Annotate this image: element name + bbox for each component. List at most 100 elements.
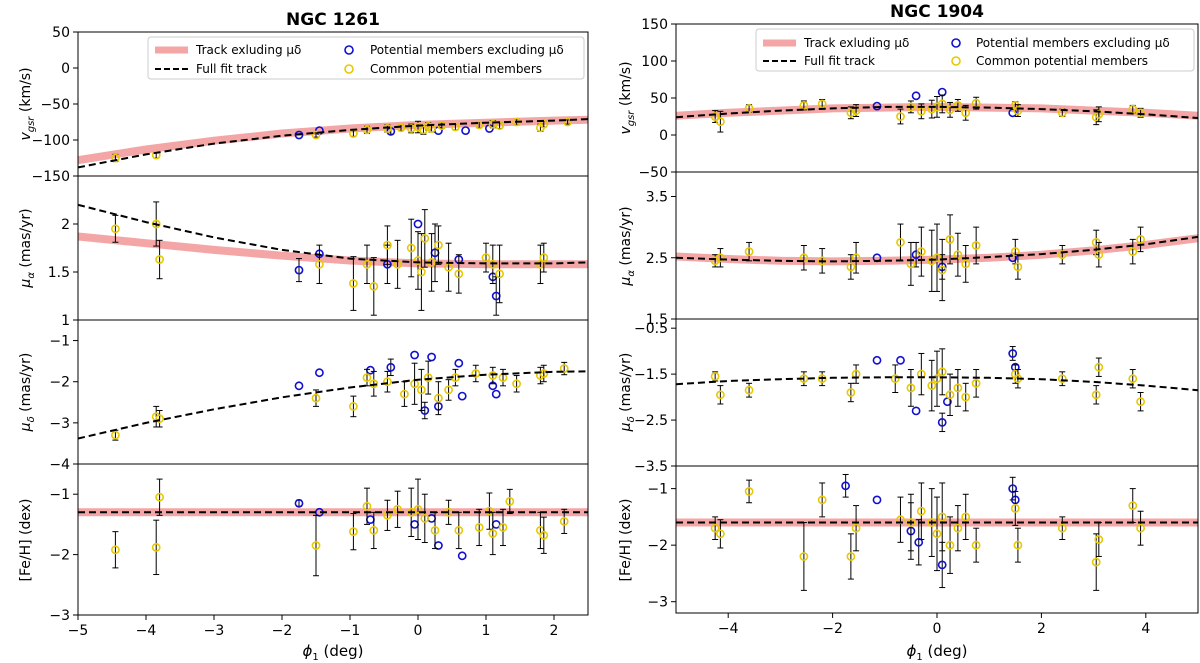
yellow-member-point [799, 552, 809, 561]
y-tick-label: −50 [40, 97, 70, 113]
x-tick-label: −3 [204, 623, 225, 639]
blue-member-point [410, 350, 419, 360]
blue-member-point [911, 91, 921, 101]
y-tick-label: 1.5 [48, 265, 70, 281]
blue-member-point [294, 381, 304, 391]
yellow-member-point [399, 389, 409, 399]
y-tick-label: −3 [49, 416, 70, 432]
blue-member-point [872, 355, 882, 365]
yellow-member-point [710, 523, 720, 533]
yellow-member-point [971, 241, 981, 250]
y-tick-label: −2.5 [634, 413, 668, 429]
yellow-member-point [369, 379, 379, 389]
y-tick-label: 1.5 [646, 312, 668, 328]
yellow-member-point [1057, 250, 1067, 260]
x-tick-label: 2 [550, 623, 559, 639]
yellow-member-point [454, 269, 464, 279]
yellow-member-point [916, 247, 926, 256]
yellow-member-point [539, 530, 549, 540]
yellow-member-point [846, 552, 856, 561]
blue-member-point [294, 130, 304, 140]
y-tick-label: 1 [61, 313, 70, 329]
yellow-member-point [1013, 106, 1023, 115]
yellow-member-point [799, 101, 809, 110]
legend-track-label: Track exluding μδ [803, 36, 909, 50]
track-excluding-mu-delta [78, 232, 588, 269]
yellow-member-point [454, 526, 464, 535]
yellow-member-point [474, 120, 484, 130]
y-tick-label: 100 [641, 54, 668, 70]
panel-frame [77, 463, 589, 616]
yellow-member-point [716, 529, 725, 539]
yellow-member-point [744, 486, 754, 496]
yellow-member-point [961, 392, 971, 402]
yellow-member-point [1010, 503, 1020, 513]
yellow-member-point [1136, 108, 1145, 118]
yellow-member-point [945, 540, 955, 550]
yellow-member-point [382, 377, 392, 387]
x-tick-label: 2 [1037, 621, 1046, 637]
yellow-member-point [474, 523, 484, 532]
yellow-member-point [1094, 362, 1104, 372]
yellow-member-point [817, 495, 827, 505]
yellow-member-point [416, 267, 426, 277]
y-tick-label: 0 [61, 61, 70, 77]
legend-yellow-marker [344, 64, 354, 74]
yellow-member-point [369, 281, 379, 291]
yellow-member-point [744, 247, 754, 256]
blue-member-point [841, 481, 850, 491]
blue-member-point [937, 417, 947, 427]
yellow-member-point [937, 367, 947, 377]
blue-member-point [454, 358, 464, 368]
yellow-member-point [744, 385, 754, 395]
blue-member-point [872, 495, 882, 505]
legend-blue-marker [344, 45, 354, 55]
y-tick-label: 2.5 [646, 251, 668, 267]
yellow-member-point [1057, 523, 1067, 533]
yellow-member-point [851, 523, 861, 533]
yellow-member-point [362, 373, 372, 382]
x-tick-label: −2 [272, 623, 293, 639]
yellow-member-point [311, 130, 321, 140]
x-tick-label: −1 [340, 623, 361, 639]
legend-blue-label: Potential members excluding μδ [976, 36, 1170, 50]
full-fit-track [676, 105, 1198, 119]
legend-fit-label: Full fit track [804, 54, 875, 68]
yellow-member-point [151, 150, 161, 160]
yellow-member-point [1128, 247, 1138, 256]
legend-yellow-marker [951, 56, 961, 66]
y-tick-label: −2 [647, 538, 668, 554]
yellow-member-point [937, 265, 947, 275]
blue-member-point [294, 265, 304, 275]
legend: Track exluding μδ Full fit track Potenti… [755, 28, 1195, 72]
x-tick-label: −4 [718, 621, 739, 637]
yellow-member-point [961, 108, 971, 118]
yellow-member-point [1091, 390, 1101, 400]
yellow-member-point [846, 388, 856, 397]
legend-box [755, 28, 1195, 72]
legend-yellow-label: Common potential members [976, 54, 1148, 68]
blue-member-point [911, 406, 921, 416]
blue-member-point [386, 362, 396, 372]
panel-feh: −3 −2 −1 [Fe/H] (dex) [18, 463, 589, 624]
blue-member-point [1008, 349, 1018, 358]
panel-vgsr: −50 0 50 100 150 vgsr (km/s) [618, 17, 1199, 181]
chart-ngc1904: NGC 1904 −50 0 50 100 150 vgsr (km/s) 1.5 2.5… [618, 2, 1199, 663]
yellow-member-point [1091, 557, 1101, 567]
x-tick-label: −5 [68, 623, 89, 639]
panel-mu-alpha: 1 1.5 2 μα (mas/yr) [18, 175, 589, 329]
yellow-member-point [906, 383, 916, 393]
yellow-member-point [362, 259, 372, 269]
y-axis-label: μα (mas/yr) [18, 208, 37, 288]
legend-box [147, 36, 585, 80]
panel-vgsr: −150 −100 −50 0 50 vgsr (km/s) [18, 25, 589, 185]
blue-member-point [410, 520, 419, 529]
y-tick-label: −3 [49, 608, 70, 624]
yellow-member-point [416, 385, 426, 395]
yellow-member-point [481, 253, 491, 262]
yellow-member-point [488, 371, 498, 380]
yellow-member-point [1057, 374, 1067, 384]
yellow-member-point [710, 371, 720, 381]
yellow-member-point [896, 112, 905, 121]
